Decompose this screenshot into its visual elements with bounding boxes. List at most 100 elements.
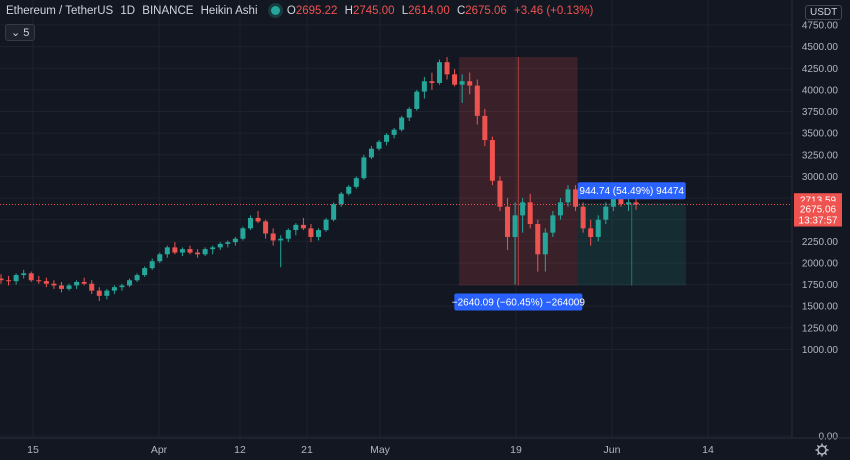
candle-body bbox=[255, 217, 261, 222]
candle-body bbox=[0, 278, 4, 281]
candle bbox=[565, 185, 571, 207]
candle bbox=[89, 280, 95, 295]
candle bbox=[51, 280, 57, 289]
candle-body bbox=[429, 81, 435, 83]
candle-body bbox=[119, 285, 125, 288]
candle bbox=[512, 202, 518, 285]
candle-body bbox=[293, 224, 299, 231]
candle-body bbox=[414, 91, 420, 109]
candle bbox=[406, 107, 412, 122]
close-value: 2675.06 bbox=[465, 5, 507, 17]
candle-body bbox=[520, 202, 526, 216]
candle-body bbox=[550, 215, 556, 233]
candle-body bbox=[240, 228, 246, 239]
high-label: H bbox=[344, 5, 353, 17]
candle bbox=[414, 89, 420, 111]
y-tick-label: 3500.00 bbox=[802, 129, 839, 140]
candle-body bbox=[625, 202, 631, 205]
candle-body bbox=[270, 233, 276, 241]
candle bbox=[399, 115, 405, 132]
price-tag-last: 2675.06 bbox=[800, 205, 837, 216]
symbol-name[interactable]: Ethereum / TetherUS bbox=[6, 5, 114, 17]
candle-body bbox=[535, 224, 541, 255]
candle bbox=[187, 245, 193, 255]
candle bbox=[285, 228, 291, 243]
market-status-icon bbox=[270, 6, 280, 15]
candle-body bbox=[588, 228, 594, 237]
x-tick-label: 19 bbox=[510, 444, 522, 456]
open-value: 2695.22 bbox=[295, 5, 338, 17]
candle bbox=[376, 140, 382, 151]
candle bbox=[210, 245, 216, 255]
candle-body bbox=[542, 232, 548, 255]
candle bbox=[520, 198, 526, 233]
candle-body bbox=[361, 157, 367, 179]
candle bbox=[467, 72, 473, 95]
candle-body bbox=[557, 202, 563, 216]
settings-gear-icon[interactable] bbox=[815, 443, 829, 457]
candle-body bbox=[21, 273, 27, 276]
candle bbox=[505, 198, 511, 250]
candle-body bbox=[497, 180, 503, 207]
candle bbox=[482, 108, 488, 147]
candle-body bbox=[580, 206, 586, 229]
candle bbox=[263, 219, 269, 239]
y-tick-label: 4000.00 bbox=[802, 85, 839, 96]
candle-body bbox=[482, 115, 488, 141]
candle bbox=[134, 273, 140, 282]
y-tick-label: 1750.00 bbox=[802, 280, 839, 291]
y-tick-label: 0.00 bbox=[819, 432, 839, 443]
candle bbox=[527, 193, 533, 229]
candle bbox=[474, 79, 480, 125]
candle bbox=[346, 185, 352, 196]
candle bbox=[195, 249, 201, 258]
candle bbox=[127, 278, 133, 288]
candle bbox=[36, 275, 42, 284]
y-tick-label: 3250.00 bbox=[802, 150, 839, 161]
indicators-count: 5 bbox=[23, 27, 30, 39]
candle-body bbox=[595, 219, 601, 237]
candle-body bbox=[368, 148, 374, 158]
currency-badge[interactable]: USDT bbox=[805, 5, 843, 20]
candle bbox=[489, 136, 495, 186]
low-label: L bbox=[401, 5, 409, 17]
candle bbox=[573, 185, 579, 212]
candle-body bbox=[187, 249, 193, 253]
candle bbox=[6, 275, 12, 286]
x-tick-label: 15 bbox=[27, 444, 39, 456]
candle-body bbox=[308, 228, 314, 237]
candle bbox=[58, 281, 64, 293]
candle bbox=[497, 176, 503, 212]
candle bbox=[104, 288, 110, 300]
candle-body bbox=[512, 215, 518, 237]
candle-body bbox=[134, 275, 140, 281]
candle bbox=[43, 277, 49, 288]
candle bbox=[459, 74, 465, 103]
x-tick-label: 21 bbox=[301, 444, 313, 456]
candle bbox=[74, 280, 80, 289]
candle-body bbox=[6, 280, 12, 282]
candle-body bbox=[164, 247, 170, 255]
candle-body bbox=[28, 273, 34, 281]
candle bbox=[353, 176, 359, 189]
candle bbox=[300, 217, 306, 231]
candle-body bbox=[467, 81, 473, 86]
candle-body bbox=[421, 81, 427, 92]
change-value: +3.46 (+0.13%) bbox=[514, 5, 594, 17]
candle-body bbox=[316, 230, 322, 237]
candle bbox=[391, 127, 397, 139]
candle-body bbox=[527, 202, 533, 225]
candle bbox=[179, 247, 185, 257]
candle-body bbox=[474, 85, 480, 116]
interval[interactable]: 1D bbox=[120, 5, 136, 17]
x-tick-label: Apr bbox=[151, 444, 168, 456]
candle bbox=[361, 154, 367, 180]
candle bbox=[588, 219, 594, 246]
indicators-toggle[interactable]: ⌄ 5 bbox=[5, 24, 36, 41]
candle bbox=[232, 236, 238, 246]
candle bbox=[316, 228, 322, 241]
candle-body bbox=[89, 283, 95, 291]
candle bbox=[164, 245, 170, 258]
candle-body bbox=[195, 252, 201, 255]
